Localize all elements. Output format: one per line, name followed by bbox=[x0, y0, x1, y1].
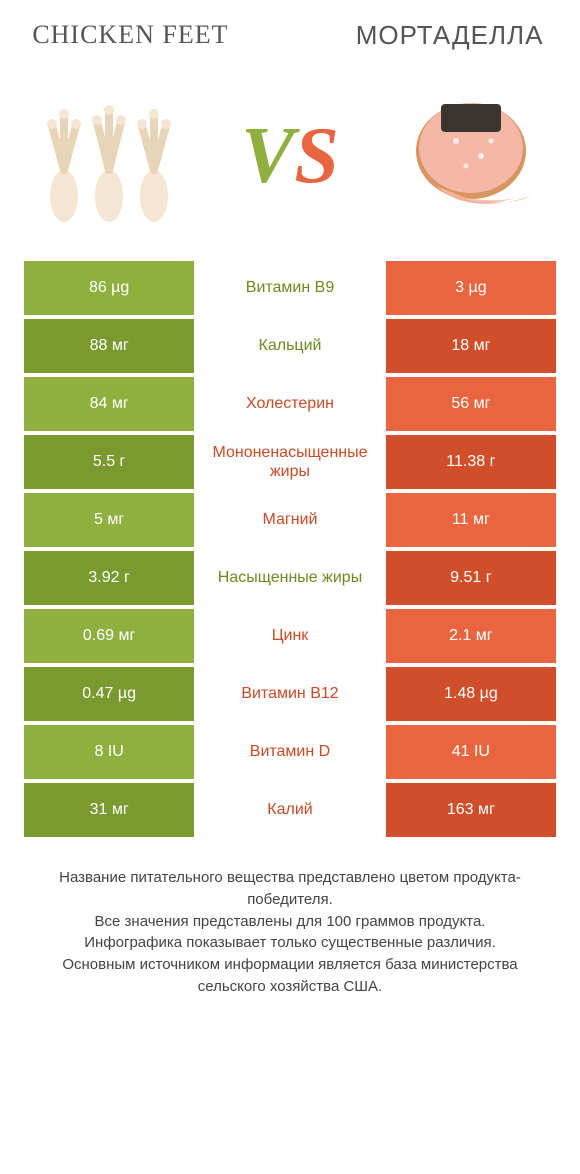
cell-right-value: 1.48 µg bbox=[386, 667, 556, 721]
cell-left-value: 3.92 г bbox=[24, 551, 194, 605]
footer-line: Название питательного вещества представл… bbox=[34, 867, 546, 911]
product-title-right: МОРТАДЕЛЛА bbox=[343, 20, 556, 51]
table-row: 0.47 µgВитамин B121.48 µg bbox=[24, 667, 556, 721]
infographic-container: CHICKEN FEET МОРТАДЕЛЛА bbox=[0, 0, 580, 1018]
cell-left-value: 31 мг bbox=[24, 783, 194, 837]
table-row: 84 мгХолестерин56 мг bbox=[24, 377, 556, 431]
product-title-left: CHICKEN FEET bbox=[24, 20, 237, 50]
cell-left-value: 5 мг bbox=[24, 493, 194, 547]
cell-nutrient-name: Витамин B9 bbox=[194, 261, 386, 315]
cell-left-value: 84 мг bbox=[24, 377, 194, 431]
vs-label: VS bbox=[241, 116, 339, 196]
cell-left-value: 0.69 мг bbox=[24, 609, 194, 663]
table-row: 86 µgВитамин B93 µg bbox=[24, 261, 556, 315]
cell-nutrient-name: Холестерин bbox=[194, 377, 386, 431]
cell-right-value: 41 IU bbox=[386, 725, 556, 779]
footer-line: Все значения представлены для 100 граммо… bbox=[34, 911, 546, 933]
cell-right-value: 11 мг bbox=[386, 493, 556, 547]
cell-nutrient-name: Витамин D bbox=[194, 725, 386, 779]
footer-line: Инфографика показывает только существенн… bbox=[34, 932, 546, 954]
footer-notes: Название питательного вещества представл… bbox=[24, 867, 556, 998]
cell-right-value: 2.1 мг bbox=[386, 609, 556, 663]
table-row: 88 мгКальций18 мг bbox=[24, 319, 556, 373]
cell-right-value: 163 мг bbox=[386, 783, 556, 837]
chicken-feet-icon bbox=[24, 86, 194, 226]
mortadella-icon bbox=[386, 86, 556, 226]
cell-right-value: 18 мг bbox=[386, 319, 556, 373]
cell-nutrient-name: Мононенасыщенные жиры bbox=[194, 435, 386, 489]
cell-nutrient-name: Кальций bbox=[194, 319, 386, 373]
cell-left-value: 86 µg bbox=[24, 261, 194, 315]
cell-left-value: 5.5 г bbox=[24, 435, 194, 489]
header-row: CHICKEN FEET МОРТАДЕЛЛА bbox=[24, 20, 556, 51]
cell-right-value: 9.51 г bbox=[386, 551, 556, 605]
cell-right-value: 11.38 г bbox=[386, 435, 556, 489]
table-row: 3.92 гНасыщенные жиры9.51 г bbox=[24, 551, 556, 605]
vs-s: S bbox=[294, 112, 339, 200]
table-row: 5 мгМагний11 мг bbox=[24, 493, 556, 547]
table-row: 0.69 мгЦинк2.1 мг bbox=[24, 609, 556, 663]
cell-nutrient-name: Калий bbox=[194, 783, 386, 837]
cell-nutrient-name: Насыщенные жиры bbox=[194, 551, 386, 605]
vs-v: V bbox=[241, 112, 294, 200]
product-image-right bbox=[386, 86, 556, 226]
images-row: VS bbox=[24, 81, 556, 231]
cell-right-value: 3 µg bbox=[386, 261, 556, 315]
cell-nutrient-name: Цинк bbox=[194, 609, 386, 663]
cell-left-value: 8 IU bbox=[24, 725, 194, 779]
table-row: 8 IUВитамин D41 IU bbox=[24, 725, 556, 779]
cell-left-value: 88 мг bbox=[24, 319, 194, 373]
cell-nutrient-name: Витамин B12 bbox=[194, 667, 386, 721]
table-row: 31 мгКалий163 мг bbox=[24, 783, 556, 837]
cell-left-value: 0.47 µg bbox=[24, 667, 194, 721]
table-row: 5.5 гМононенасыщенные жиры11.38 г bbox=[24, 435, 556, 489]
cell-right-value: 56 мг bbox=[386, 377, 556, 431]
product-image-left bbox=[24, 86, 194, 226]
cell-nutrient-name: Магний bbox=[194, 493, 386, 547]
footer-line: Основным источником информации является … bbox=[34, 954, 546, 998]
nutrition-table: 86 µgВитамин B93 µg88 мгКальций18 мг84 м… bbox=[24, 261, 556, 837]
